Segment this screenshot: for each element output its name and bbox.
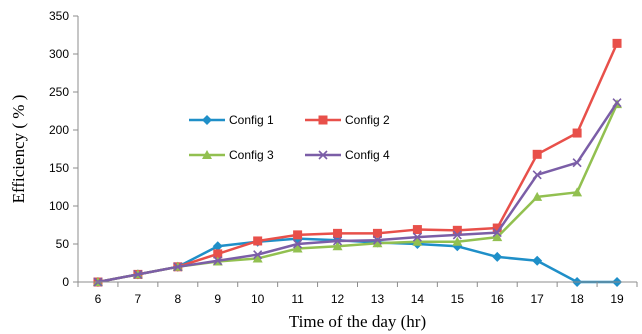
y-tick-label: 0 <box>62 275 69 289</box>
legend-label: Config 4 <box>345 148 390 162</box>
data-point <box>492 228 502 238</box>
y-tick-label: 100 <box>49 199 69 213</box>
data-point <box>173 262 183 272</box>
plot-area <box>92 38 623 287</box>
data-point <box>253 250 263 260</box>
legend-swatch-marker <box>202 115 212 125</box>
legend-swatch-marker <box>318 115 328 125</box>
data-point <box>532 170 542 180</box>
legend-label: Config 3 <box>229 148 274 162</box>
x-tick-label: 10 <box>251 292 265 306</box>
x-tick-label: 11 <box>291 292 304 306</box>
data-point <box>532 149 542 159</box>
data-point <box>332 241 343 251</box>
x-axis: 6 7 8 9 10 11 12 13 14 15 16 17 18 19 <box>77 281 638 306</box>
data-point <box>412 225 422 235</box>
data-point <box>612 38 622 48</box>
y-tick-label: 200 <box>49 123 69 137</box>
data-point <box>372 228 382 238</box>
series-config-2 <box>93 38 622 287</box>
x-tick-label: 6 <box>95 292 102 306</box>
x-tick-label: 7 <box>135 292 142 306</box>
legend-item: Config 3 <box>189 148 274 162</box>
data-point <box>572 128 582 138</box>
x-tick-label: 18 <box>570 292 584 306</box>
data-point <box>372 238 383 248</box>
data-point <box>332 236 343 246</box>
legend-swatch-marker <box>318 150 328 160</box>
x-tick-label: 19 <box>610 292 624 306</box>
x-tick-label: 15 <box>451 292 465 306</box>
data-point <box>492 232 503 242</box>
data-point <box>253 236 263 246</box>
data-point <box>213 249 223 259</box>
series-config-3 <box>92 99 623 286</box>
data-point <box>612 98 622 108</box>
y-tick-label: 300 <box>49 47 69 61</box>
legend-label: Config 1 <box>229 113 274 127</box>
data-point <box>412 236 423 246</box>
data-point <box>412 232 422 242</box>
y-axis-title: Efficiency ( % ) <box>9 95 28 204</box>
y-tick-label: 350 <box>49 9 69 23</box>
data-point <box>252 253 263 263</box>
y-axis: 0 50 100 150 200 250 300 350 <box>49 9 79 289</box>
data-point <box>133 269 143 279</box>
x-axis-title: Time of the day (hr) <box>289 312 426 331</box>
legend-item: Config 4 <box>305 148 390 162</box>
data-point <box>452 236 463 246</box>
series-line <box>97 103 619 284</box>
data-point <box>212 241 223 252</box>
data-point <box>372 235 383 245</box>
data-point <box>492 223 502 233</box>
legend-item: Config 1 <box>189 113 274 127</box>
legend: Config 1 Config 2 Config 3 Config 4 <box>189 113 390 162</box>
x-tick-label: 9 <box>214 292 221 306</box>
data-point <box>572 187 583 197</box>
x-tick-label: 12 <box>331 292 345 306</box>
legend-label: Config 2 <box>345 113 390 127</box>
data-point <box>532 191 543 201</box>
data-point <box>452 225 462 235</box>
series-config-4 <box>93 98 622 287</box>
x-tick-label: 14 <box>411 292 425 306</box>
legend-item: Config 2 <box>305 113 390 127</box>
series-line <box>97 101 619 284</box>
data-point <box>492 251 503 262</box>
data-point <box>532 255 543 266</box>
data-point <box>452 230 462 240</box>
series-line <box>97 42 619 284</box>
data-point <box>293 239 303 249</box>
x-tick-label: 8 <box>174 292 181 306</box>
x-tick-label: 16 <box>491 292 505 306</box>
data-point <box>572 158 582 168</box>
y-tick-label: 150 <box>49 161 69 175</box>
x-tick-label: 17 <box>530 292 544 306</box>
y-tick-label: 250 <box>49 85 69 99</box>
legend-swatch-marker <box>202 150 212 159</box>
data-point <box>292 243 303 253</box>
data-point <box>293 230 303 240</box>
x-tick-label: 13 <box>371 292 385 306</box>
data-point <box>333 228 343 238</box>
y-tick-label: 50 <box>56 237 70 251</box>
data-point <box>213 256 223 266</box>
